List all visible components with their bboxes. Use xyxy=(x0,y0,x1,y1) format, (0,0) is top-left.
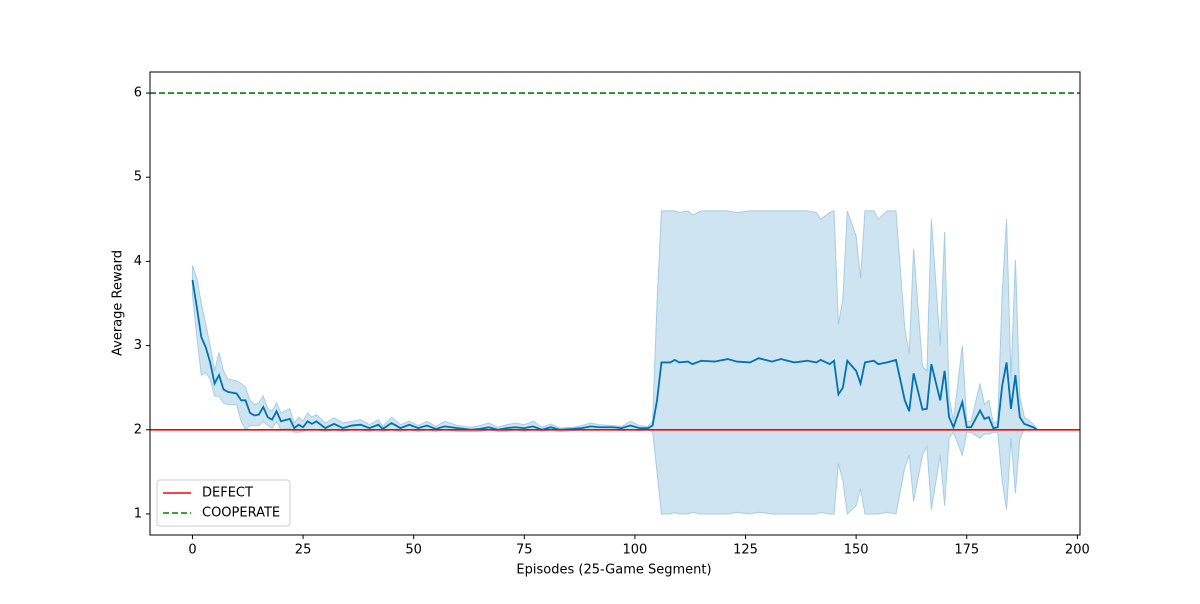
mean-line xyxy=(191,279,1038,431)
y-tick-label: 1 xyxy=(134,506,142,521)
x-tick-label: 50 xyxy=(405,543,422,558)
legend-box xyxy=(156,479,291,527)
x-tick-label: 200 xyxy=(1065,543,1090,558)
y-tick-label: 5 xyxy=(134,170,142,185)
x-tick-label: 0 xyxy=(188,543,196,558)
legend-label: DEFECT xyxy=(202,486,253,501)
plot-frame xyxy=(149,71,1081,536)
x-tick-label: 75 xyxy=(516,543,533,558)
x-tick-label: 175 xyxy=(954,543,979,558)
y-tick-label: 4 xyxy=(134,254,142,269)
legend-label: COOPERATE xyxy=(202,506,280,521)
x-axis-label: Episodes (25-Game Segment) xyxy=(516,563,711,578)
y-tick-label: 2 xyxy=(134,422,142,437)
y-axis-label: Average Reward xyxy=(111,250,126,356)
y-tick-label: 6 xyxy=(134,86,142,101)
y-tick-label: 3 xyxy=(134,338,142,353)
confidence-band xyxy=(191,210,1039,515)
x-tick-label: 100 xyxy=(622,543,647,558)
x-tick-label: 150 xyxy=(844,543,869,558)
x-tick-label: 125 xyxy=(733,543,758,558)
x-tick-label: 25 xyxy=(295,543,312,558)
